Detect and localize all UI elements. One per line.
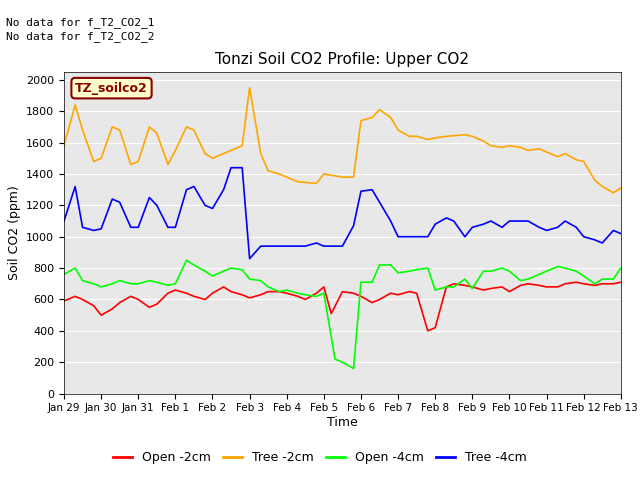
Open -2cm xyxy=(424,328,431,334)
Tree -4cm xyxy=(413,234,420,240)
Open -2cm xyxy=(394,292,402,298)
Line: Open -2cm: Open -2cm xyxy=(64,282,621,331)
X-axis label: Time: Time xyxy=(327,416,358,429)
Open -4cm xyxy=(617,265,625,271)
Tree -4cm xyxy=(60,218,68,224)
Open -2cm xyxy=(172,287,179,293)
Open -4cm xyxy=(413,267,420,273)
Open -2cm xyxy=(60,298,68,304)
Text: TZ_soilco2: TZ_soilco2 xyxy=(75,82,148,95)
Text: No data for f_T2_CO2_2: No data for f_T2_CO2_2 xyxy=(6,31,155,42)
Open -4cm xyxy=(264,284,272,290)
Tree -4cm xyxy=(376,199,383,205)
Open -4cm xyxy=(349,366,357,372)
Open -4cm xyxy=(201,268,209,274)
Tree -4cm xyxy=(246,256,253,262)
Open -4cm xyxy=(561,265,569,271)
Tree -2cm xyxy=(182,124,190,130)
Open -4cm xyxy=(60,272,68,277)
Tree -4cm xyxy=(227,165,235,170)
Open -2cm xyxy=(617,279,625,285)
Open -2cm xyxy=(190,293,198,299)
Title: Tonzi Soil CO2 Profile: Upper CO2: Tonzi Soil CO2 Profile: Upper CO2 xyxy=(216,52,469,67)
Open -2cm xyxy=(572,279,580,285)
Tree -4cm xyxy=(190,184,198,190)
Tree -2cm xyxy=(609,190,617,196)
Tree -2cm xyxy=(190,127,198,133)
Tree -2cm xyxy=(617,185,625,191)
Tree -2cm xyxy=(543,149,550,155)
Tree -2cm xyxy=(487,143,495,149)
Open -4cm xyxy=(376,262,383,268)
Open -4cm xyxy=(172,281,179,287)
Open -2cm xyxy=(554,284,561,290)
Open -2cm xyxy=(357,293,365,299)
Tree -4cm xyxy=(275,243,283,249)
Tree -2cm xyxy=(60,143,68,149)
Open -4cm xyxy=(182,257,190,263)
Tree -2cm xyxy=(591,178,598,183)
Text: No data for f_T2_CO2_1: No data for f_T2_CO2_1 xyxy=(6,17,155,28)
Tree -4cm xyxy=(617,231,625,237)
Y-axis label: Soil CO2 (ppm): Soil CO2 (ppm) xyxy=(8,185,20,280)
Tree -4cm xyxy=(172,225,179,230)
Line: Tree -4cm: Tree -4cm xyxy=(64,168,621,259)
Tree -2cm xyxy=(442,133,450,139)
Tree -2cm xyxy=(246,85,253,91)
Line: Open -4cm: Open -4cm xyxy=(64,260,621,369)
Tree -4cm xyxy=(561,218,569,224)
Legend: Open -2cm, Tree -2cm, Open -4cm, Tree -4cm: Open -2cm, Tree -2cm, Open -4cm, Tree -4… xyxy=(108,446,532,469)
Open -2cm xyxy=(257,292,264,298)
Line: Tree -2cm: Tree -2cm xyxy=(64,88,621,193)
